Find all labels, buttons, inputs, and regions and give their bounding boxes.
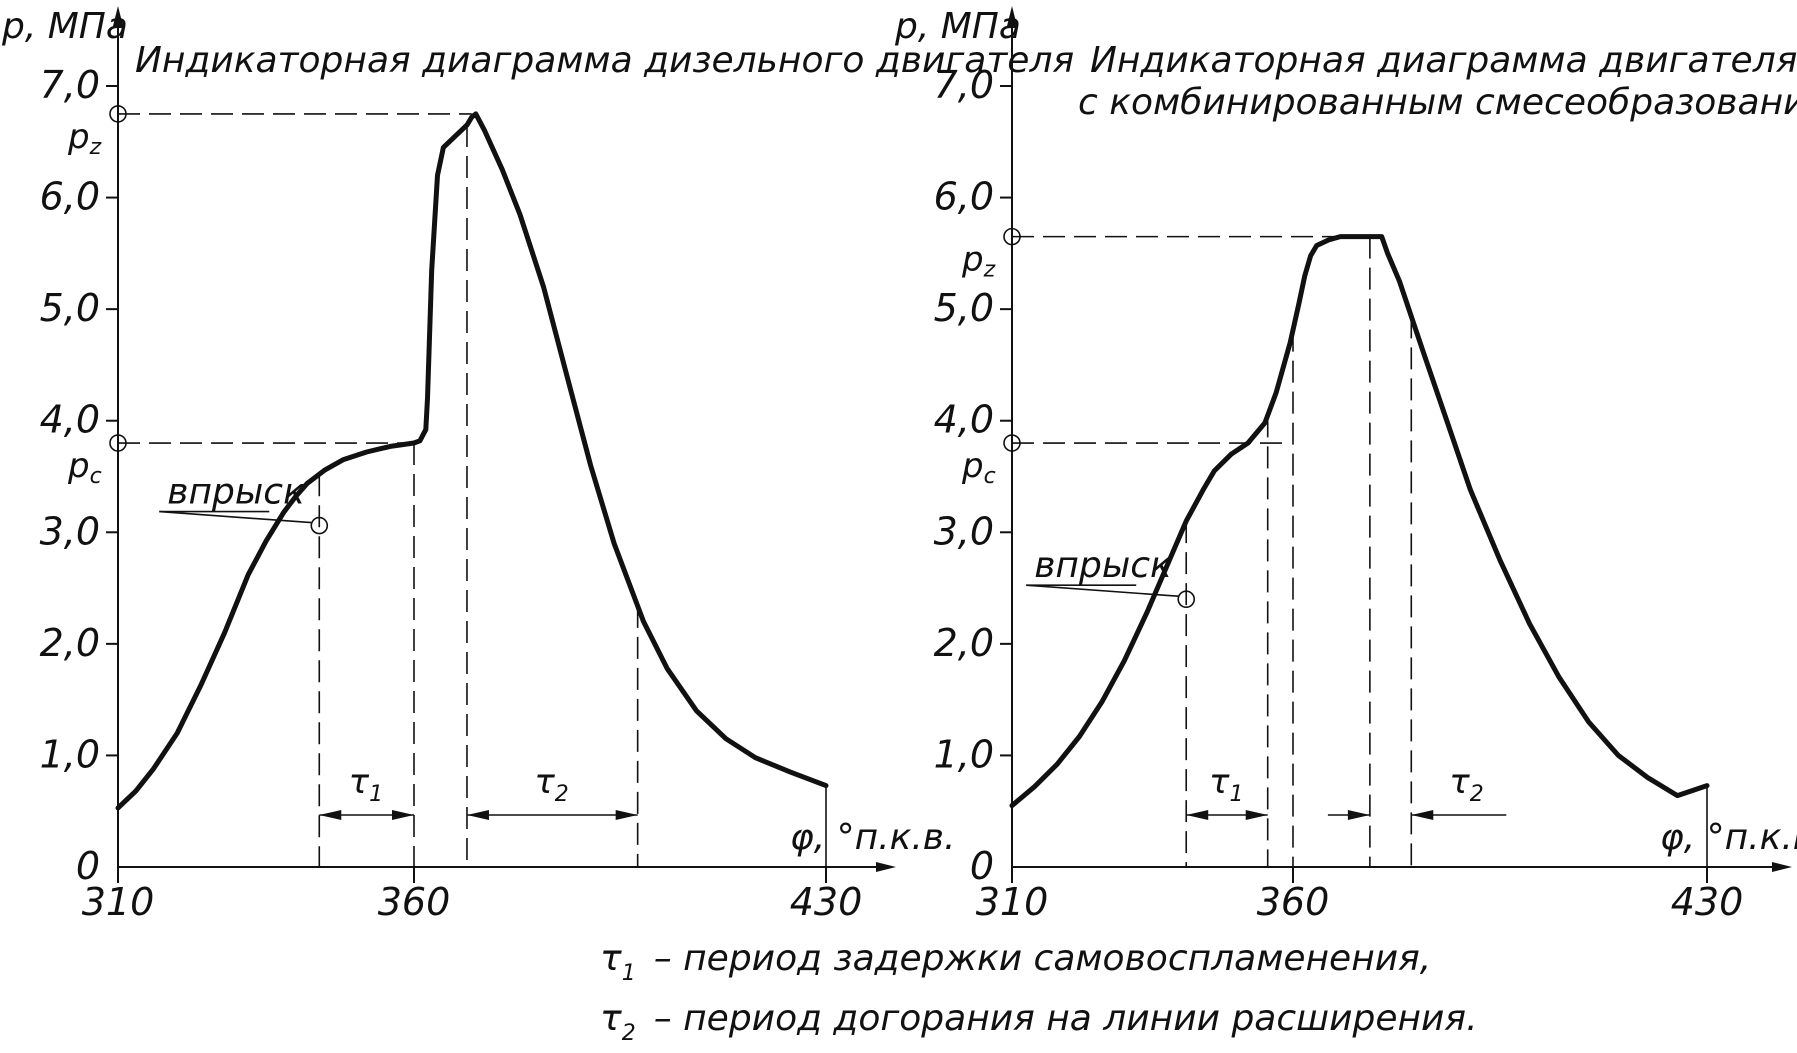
x-ticks: 310 360 430 <box>976 867 1744 924</box>
tau1-arrow-head-left <box>1186 810 1209 820</box>
legend-symbol-2: τ <box>600 998 622 1039</box>
y-tick-label: 3,0 <box>934 509 994 553</box>
tau1-arrow-head-right <box>1245 810 1268 820</box>
y-tick-label: 5,0 <box>934 286 994 330</box>
tau2-label: τ2 <box>534 762 568 807</box>
legend-text-1: – период задержки самовоспламенения, <box>654 938 1432 979</box>
injection-marker <box>310 516 329 535</box>
tau2-arrow-head-right <box>615 810 638 820</box>
pz-label: pz <box>67 117 102 160</box>
point-markers <box>1003 227 1196 609</box>
x-tick-label: 310 <box>976 880 1049 924</box>
x-axis-label: φ, °п.к.в. <box>1660 817 1797 858</box>
legend-line-2: τ2– период догорания на линии расширения… <box>600 998 1478 1046</box>
guide-lines <box>118 113 827 867</box>
y-tick-label: 0 <box>970 844 994 888</box>
injection-leader <box>159 510 312 524</box>
y-tick-label: 7,0 <box>934 63 994 107</box>
y-tick-label: 2,0 <box>40 621 100 665</box>
x-tick-label: 430 <box>1671 880 1744 924</box>
pressure-curve <box>1009 234 1710 809</box>
pz-label: pz <box>961 240 996 283</box>
y-ticks: 0 1,0 2,0 3,0 4,0 5,0 6,0 7,0 <box>934 63 1012 888</box>
x-tick-label: 310 <box>82 880 155 924</box>
tau2-label: τ2 <box>1449 762 1483 807</box>
pz-marker <box>1003 227 1021 246</box>
pz-marker <box>109 105 127 123</box>
y-ticks: 0 1,0 2,0 3,0 4,0 5,0 6,0 7,0 <box>40 63 118 888</box>
tau1-label: τ1 <box>1209 762 1243 807</box>
chart-title: Индикаторная диаграмма дизельного двигат… <box>135 40 1074 81</box>
x-axis-arrow <box>1772 862 1792 872</box>
y-tick-label: 7,0 <box>40 63 100 107</box>
combined-mixing-indicator-chart: 0 1,0 2,0 3,0 4,0 5,0 6,0 7,0 310 360 430 Индикат… <box>894 6 1797 924</box>
y-axis-arrow <box>113 6 123 26</box>
pc-marker <box>1003 434 1021 452</box>
y-tick-label: 1,0 <box>40 732 100 776</box>
chart-subtitle: с комбинированным смесеобразованием <box>1078 82 1797 123</box>
injection-marker <box>1177 590 1196 609</box>
x-axis-arrow <box>876 862 896 872</box>
pc-label: pc <box>67 446 102 489</box>
y-tick-label: 3,0 <box>40 509 100 553</box>
y-tick-label: 6,0 <box>40 175 100 219</box>
point-markers <box>109 105 329 535</box>
injection-label: впрыск <box>1034 545 1172 586</box>
interval-arrows <box>1186 810 1507 820</box>
legend-text-2: – период догорания на линии расширения. <box>654 998 1478 1039</box>
x-ticks: 310 360 430 <box>82 867 863 924</box>
pc-label: pc <box>961 446 996 489</box>
legend: τ1– период задержки самовоспламенения, τ… <box>600 938 1478 1046</box>
pc-marker <box>109 434 127 452</box>
y-tick-label: 4,0 <box>934 398 994 442</box>
y-axis-arrow <box>1007 6 1017 26</box>
diesel-indicator-chart: 0 1,0 2,0 3,0 4,0 5,0 6,0 7,0 310 360 430 Индикат… <box>1 6 1074 924</box>
y-tick-label: 5,0 <box>40 286 100 330</box>
x-tick-label: 430 <box>790 880 863 924</box>
tau2-arrow-head-left <box>466 810 489 820</box>
x-tick-label: 360 <box>378 880 451 924</box>
y-axis-label: p, МПа <box>1 6 128 47</box>
y-tick-label: 6,0 <box>934 175 994 219</box>
y-tick-label: 1,0 <box>934 732 994 776</box>
chart-title: Индикаторная диаграмма двигателя <box>1090 40 1797 81</box>
y-tick-label: 2,0 <box>934 621 994 665</box>
injection-leader <box>1026 584 1179 598</box>
x-tick-label: 360 <box>1257 880 1330 924</box>
tau1-arrow-head-right <box>392 810 414 820</box>
interval-arrows <box>319 810 638 820</box>
pressure-curve <box>115 111 829 811</box>
tau2-arrow-right-head <box>1411 810 1434 820</box>
y-axis-label: p, МПа <box>894 6 1021 47</box>
tau1-label: τ1 <box>349 762 383 807</box>
legend-line-1: τ1– период задержки самовоспламенения, <box>600 938 1431 986</box>
x-axis-label: φ, °п.к.в. <box>790 817 955 858</box>
y-tick-label: 4,0 <box>40 398 100 442</box>
injection-label: впрыск <box>167 472 305 513</box>
tau2-arrow-left-head <box>1347 810 1370 820</box>
legend-symbol-1: τ <box>600 938 622 979</box>
tau1-arrow-head-left <box>319 810 342 820</box>
y-tick-label: 0 <box>76 844 100 888</box>
